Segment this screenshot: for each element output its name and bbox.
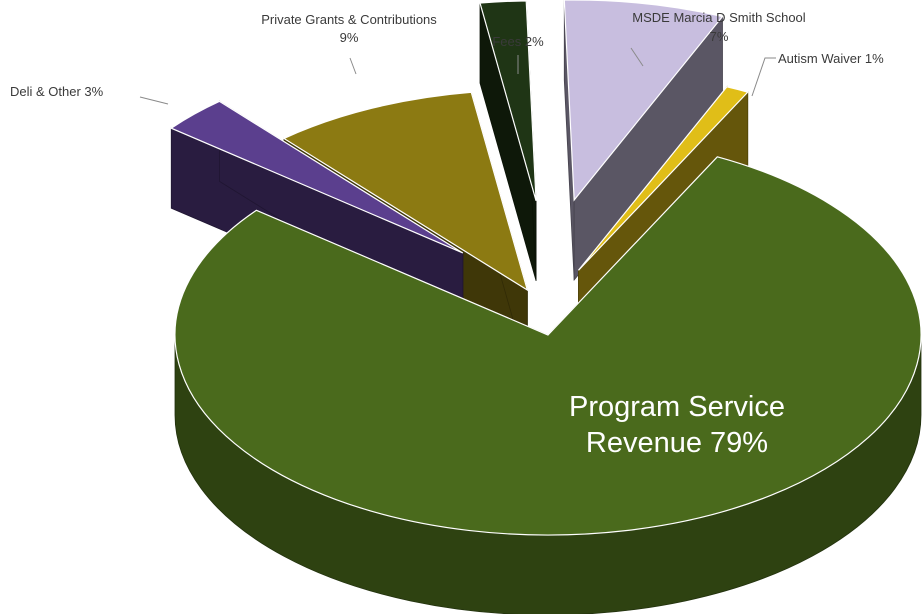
slice-top-autism (577, 86, 749, 271)
label-msde-line2: 7% (710, 29, 729, 44)
label-grants-line1: Private Grants & Contributions (261, 12, 437, 27)
label-program-line2: Revenue 79% (586, 427, 768, 459)
pie-slice-program (174, 155, 922, 614)
slice-top-fees (479, 0, 537, 201)
leader-line-autism (751, 57, 776, 97)
label-grants-line2: 9% (340, 30, 359, 45)
leader-line-deli (139, 96, 169, 105)
slice-top-program (174, 156, 922, 536)
slice-top-msde (563, 0, 724, 202)
label-program-line1: Program Service (569, 391, 785, 423)
label-msde-line1: MSDE Marcia D Smith School (632, 10, 805, 25)
leader-line-grants (349, 57, 357, 75)
slice-top-deli (170, 100, 464, 254)
pie-slice-msde (563, 0, 724, 282)
pie-slice-fees (479, 0, 537, 281)
slice-top-grants (282, 91, 529, 292)
label-deli: Deli & Other 3% (10, 84, 104, 99)
label-fees: Fees 2% (492, 34, 544, 49)
leader-line-msde (630, 47, 644, 67)
label-autism: Autism Waiver 1% (778, 51, 884, 66)
pie-slices (170, 0, 922, 614)
